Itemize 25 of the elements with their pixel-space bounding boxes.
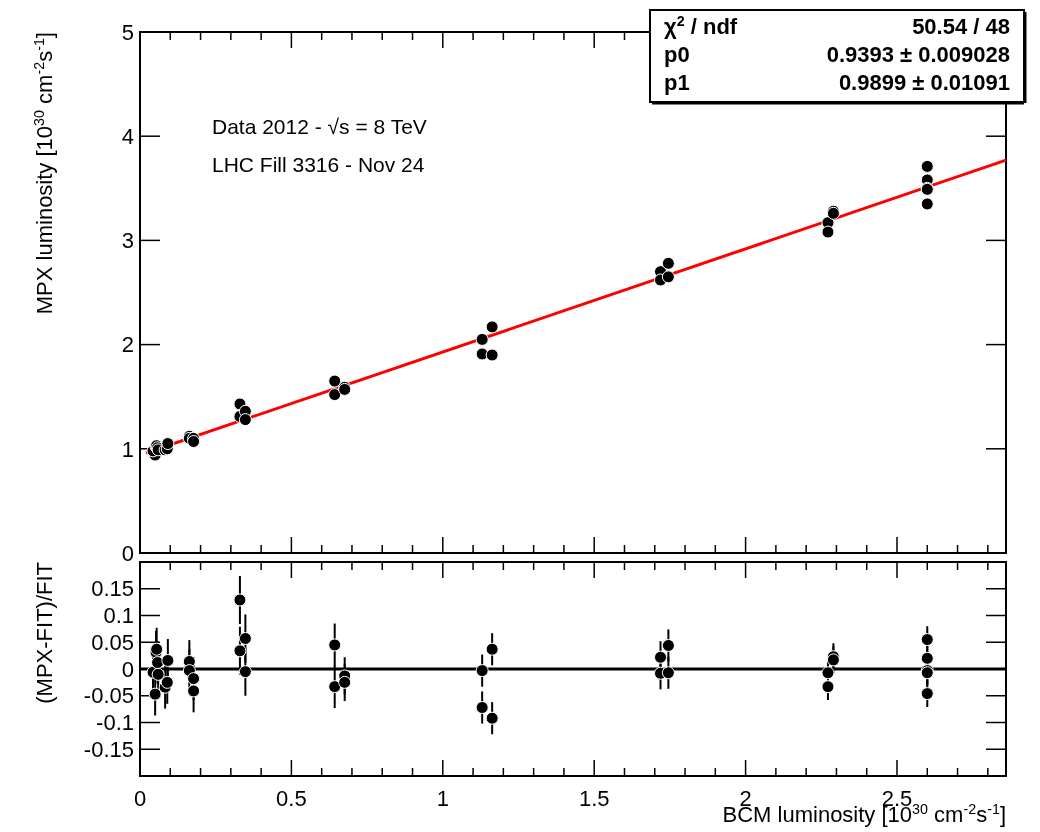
y-tick-label: 3 [121,228,134,254]
annotation: LHC Fill 3316 - Nov 24 [212,153,425,176]
y-tick-label: -0.15 [83,736,134,762]
y-tick-label: 4 [121,123,134,149]
annotation: 50.54 / 48 [912,14,1010,39]
annotation: 0.9899 ± 0.01091 [838,70,1010,95]
x-tick-label: 0.5 [276,786,307,811]
annotation: 0.9393 ± 0.009028 [826,42,1010,67]
annotation: p0 [664,42,690,67]
x-tick-label: 1 [436,786,449,811]
y-tick-label: -0.05 [83,683,134,709]
annotation: p1 [664,70,690,95]
y-tick-label: 2 [121,332,134,358]
y-tick-label: 0 [121,656,134,682]
y-tick-label: 1 [121,436,134,462]
annotation: χ$^{2}$ / ndf [664,13,738,39]
annotation: Data 2012 - √s = 8 TeV [212,115,427,138]
y-tick-label: 0 [121,540,134,566]
y-tick-label: 0.1 [103,603,134,629]
y-tick-label: 0.15 [91,576,134,602]
y-axis-title: (MPX-FIT)/FIT [32,562,57,704]
x-tick-label: 1.5 [578,786,610,811]
y-tick-label: 0.05 [91,629,134,655]
y-tick-label: 5 [121,19,134,45]
y-tick-label: -0.1 [96,710,134,736]
